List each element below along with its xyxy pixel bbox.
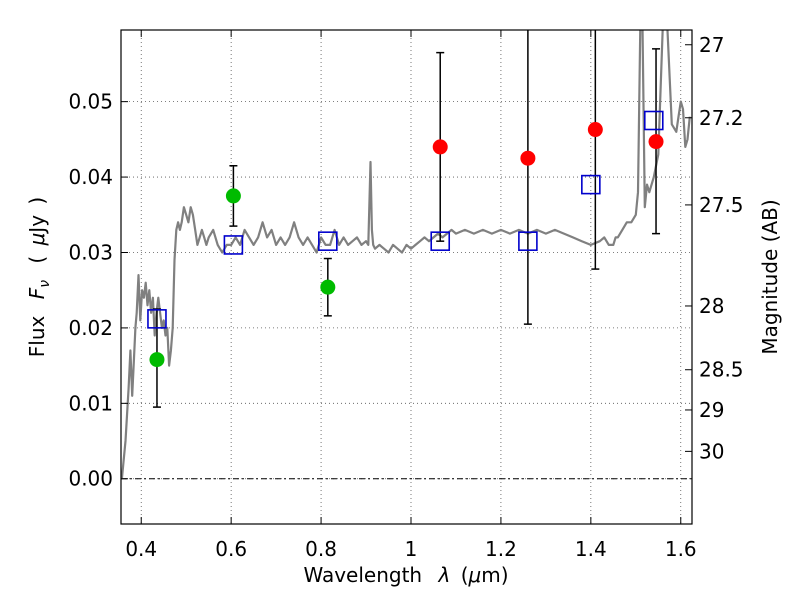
y-axis-symbol-f: F (25, 287, 49, 299)
model-square-marker (518, 231, 538, 251)
x-axis-unit-rest: m) (481, 563, 508, 587)
y-axis-unit-mu: μ (25, 233, 49, 247)
y-axis-title: Flux Fν ( μJy ) (25, 197, 54, 357)
y-axis-label: Flux (25, 315, 49, 357)
mag-tick-label: 27.2 (699, 106, 744, 130)
model-square-marker (430, 231, 451, 251)
x-tick-label: 0.8 (305, 537, 337, 561)
model-square-marker (581, 174, 601, 195)
mag-tick-label: 27 (699, 33, 724, 57)
model-square-marker (643, 110, 664, 131)
y-tick-label: 0.02 (68, 316, 113, 340)
green-data-point (320, 279, 336, 295)
x-axis-title: Wavelength λ (μm) (303, 563, 508, 587)
x-tick-label: 1.4 (575, 537, 607, 561)
y-tick-label: 0.01 (68, 391, 113, 415)
model-square-marker (147, 309, 167, 329)
mag-tick-label: 29 (699, 398, 724, 422)
x-tick-label: 1.2 (485, 537, 517, 561)
x-tick-label: 1 (405, 537, 418, 561)
x-tick-label: 0.6 (215, 537, 247, 561)
axis-ticks: 0.4 0.6 0.8 1 1.2 1.4 1.6 0.00 0.01 0.02 0.03 0.04 0… (68, 30, 744, 561)
y-tick-label: 0.00 (68, 467, 113, 491)
red-data-point (520, 150, 536, 166)
x-tick-label: 1.6 (665, 537, 697, 561)
model-square-marker (318, 231, 338, 251)
x-axis-unit-open: ( (461, 563, 469, 587)
x-tick-label: 0.4 (125, 537, 157, 561)
red-data-point (648, 134, 664, 150)
marker-layer (147, 30, 664, 408)
plot-area-frame (120, 29, 693, 525)
mag-tick-label: 28 (699, 294, 724, 318)
model-square-marker (223, 235, 244, 255)
x-axis-symbol: λ (437, 563, 450, 587)
y-tick-label: 0.05 (68, 90, 113, 114)
y-axis-unit-close: ) (25, 197, 49, 205)
red-data-point (587, 122, 603, 138)
red-data-point (432, 139, 448, 155)
y-axis-unit-rest: Jy (25, 215, 49, 235)
y-axis-symbol-sub: ν (37, 280, 53, 288)
green-data-point (225, 188, 241, 204)
y-axis-unit-open: ( (25, 256, 49, 264)
green-data-point (149, 352, 165, 368)
mag-tick-label: 30 (699, 439, 724, 463)
x-axis-label: Wavelength (303, 563, 422, 587)
y-tick-label: 0.04 (68, 165, 113, 189)
y2-axis-title: Magnitude (AB) (758, 199, 782, 354)
x-axis-unit-mu: μ (468, 563, 482, 587)
y-tick-label: 0.03 (68, 240, 113, 264)
mag-tick-label: 28.5 (699, 358, 744, 382)
grid-lines (121, 30, 692, 524)
mag-tick-label: 27.5 (699, 193, 744, 217)
